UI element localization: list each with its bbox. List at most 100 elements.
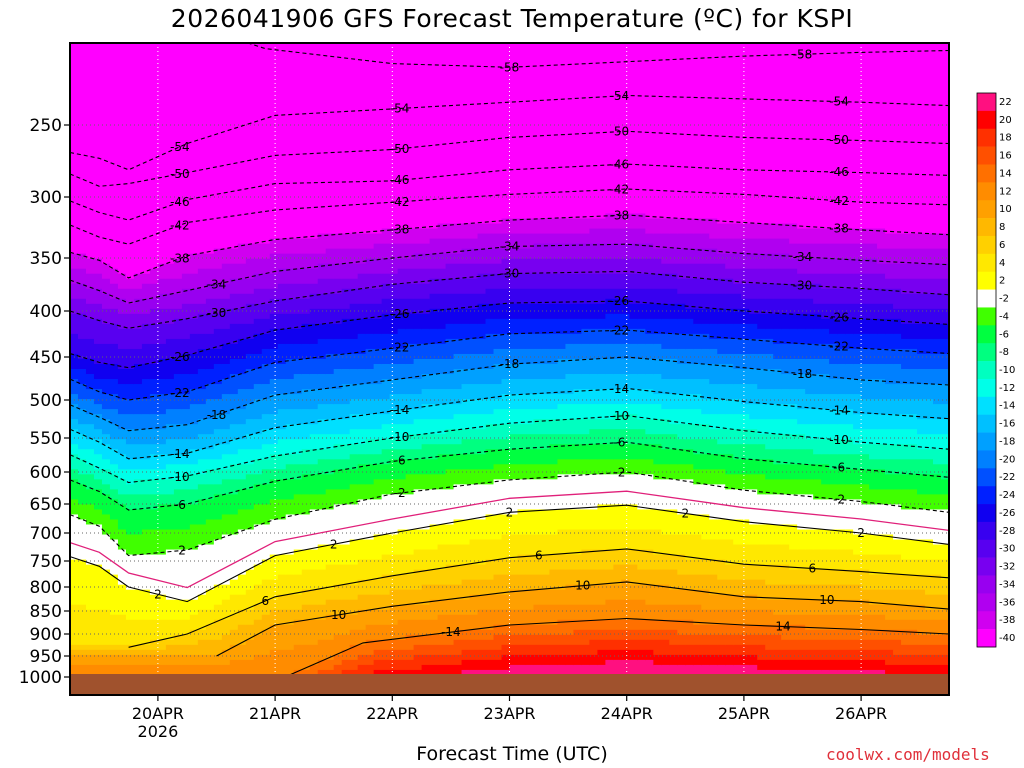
temperature-cell bbox=[709, 469, 718, 485]
temperature-cell bbox=[701, 559, 710, 576]
temperature-cell bbox=[149, 308, 159, 325]
temperature-cell bbox=[797, 358, 806, 375]
temperature-cell bbox=[749, 564, 758, 581]
temperature-cell bbox=[653, 464, 662, 480]
temperature-cell bbox=[101, 514, 111, 536]
temperature-cell bbox=[693, 293, 702, 310]
colorbar-swatch bbox=[977, 307, 996, 326]
temperature-cell bbox=[869, 469, 878, 490]
temperature-cell bbox=[245, 278, 255, 295]
temperature-cell bbox=[509, 449, 519, 465]
temperature-cell bbox=[549, 434, 559, 445]
temperature-cell bbox=[213, 519, 223, 541]
temperature-cell bbox=[701, 43, 710, 220]
temperature-cell bbox=[453, 323, 463, 340]
temperature-cell bbox=[885, 649, 894, 666]
temperature-cell bbox=[605, 649, 614, 661]
temperature-cell bbox=[237, 574, 247, 596]
temperature-cell bbox=[197, 654, 207, 666]
isotherm-line bbox=[70, 94, 949, 171]
temperature-cell bbox=[333, 459, 343, 470]
temperature-cell bbox=[709, 43, 718, 220]
temperature-cell bbox=[149, 554, 159, 596]
temperature-cell bbox=[277, 649, 287, 695]
temperature-cell bbox=[341, 338, 351, 355]
temperature-cell bbox=[85, 414, 95, 425]
temperature-cell bbox=[669, 479, 678, 511]
temperature-cell bbox=[493, 233, 503, 250]
temperature-cell bbox=[269, 429, 279, 445]
temperature-cell bbox=[341, 599, 351, 616]
temperature-cell bbox=[445, 644, 455, 656]
temperature-cell bbox=[293, 409, 303, 425]
credit-link[interactable]: coolwx.com/models bbox=[826, 745, 990, 764]
temperature-cell bbox=[173, 599, 183, 621]
temperature-cell bbox=[805, 569, 814, 586]
temperature-cell bbox=[365, 369, 375, 385]
temperature-cell bbox=[733, 268, 742, 285]
temperature-cell bbox=[733, 223, 742, 240]
temperature-cell bbox=[285, 514, 295, 556]
temperature-cell bbox=[749, 474, 758, 490]
temperature-cell bbox=[925, 248, 934, 265]
temperature-cell bbox=[213, 43, 223, 250]
temperature-cell bbox=[653, 529, 662, 556]
temperature-cell bbox=[333, 43, 343, 235]
temperature-cell bbox=[429, 358, 439, 375]
temperature-cell bbox=[109, 449, 119, 465]
temperature-cell bbox=[741, 624, 750, 636]
temperature-cell bbox=[677, 634, 686, 646]
temperature-cell bbox=[661, 43, 670, 220]
temperature-cell bbox=[261, 273, 271, 290]
temperature-cell bbox=[341, 43, 351, 235]
temperature-cell bbox=[413, 549, 423, 571]
temperature-cell bbox=[757, 313, 766, 330]
temperature-cell bbox=[821, 549, 830, 571]
isotherm-label: 10 bbox=[819, 593, 834, 607]
temperature-cell bbox=[845, 649, 854, 661]
temperature-cell bbox=[909, 43, 918, 235]
isotherm-label: -30 bbox=[500, 267, 520, 281]
temperature-cell bbox=[717, 609, 726, 626]
temperature-cell bbox=[589, 509, 598, 531]
isotherm-label: -26 bbox=[170, 350, 190, 364]
temperature-cell bbox=[501, 43, 511, 220]
temperature-cell bbox=[285, 298, 295, 315]
temperature-cell bbox=[517, 273, 527, 290]
temperature-cell bbox=[629, 358, 638, 375]
temperature-cell bbox=[509, 514, 519, 536]
temperature-cell bbox=[597, 419, 606, 430]
temperature-cell bbox=[277, 454, 287, 470]
temperature-cell bbox=[853, 258, 862, 275]
temperature-cell bbox=[93, 379, 103, 390]
temperature-cell bbox=[205, 333, 215, 350]
temperature-cell bbox=[645, 318, 654, 335]
temperature-cell bbox=[837, 549, 846, 571]
temperature-cell bbox=[613, 228, 622, 245]
temperature-cell bbox=[733, 609, 742, 626]
temperature-cell bbox=[685, 439, 694, 450]
temperature-cell bbox=[341, 444, 351, 460]
colorbar-label: -16 bbox=[999, 419, 1015, 430]
temperature-cell bbox=[733, 429, 742, 445]
temperature-cell bbox=[349, 414, 359, 430]
temperature-cell bbox=[469, 629, 479, 641]
temperature-cell bbox=[365, 484, 375, 500]
temperature-cell bbox=[493, 248, 503, 265]
temperature-cell bbox=[821, 343, 830, 360]
temperature-cell bbox=[589, 459, 598, 475]
temperature-cell bbox=[469, 338, 479, 355]
temperature-cell bbox=[525, 644, 535, 656]
temperature-cell bbox=[789, 434, 798, 450]
temperature-cell bbox=[349, 629, 359, 646]
isotherm-line bbox=[70, 504, 949, 603]
temperature-cell bbox=[493, 609, 503, 626]
temperature-cell bbox=[141, 479, 151, 495]
temperature-cell bbox=[621, 529, 630, 551]
temperature-cell bbox=[925, 384, 934, 400]
temperature-cell bbox=[333, 263, 343, 280]
temperature-cell bbox=[245, 569, 255, 591]
colorbar-label: -18 bbox=[999, 437, 1015, 448]
temperature-cell bbox=[133, 399, 143, 415]
temperature-cell bbox=[941, 248, 949, 265]
